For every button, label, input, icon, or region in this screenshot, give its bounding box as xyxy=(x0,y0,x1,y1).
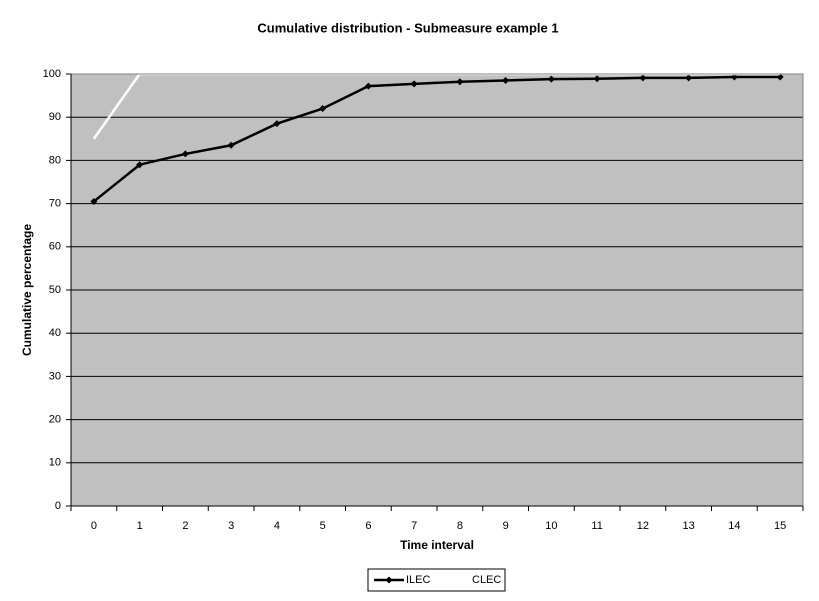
y-tick-label: 90 xyxy=(49,111,61,123)
y-tick-label: 50 xyxy=(49,284,61,296)
x-tick-label: 2 xyxy=(182,520,188,532)
y-tick-label: 80 xyxy=(49,154,61,166)
x-tick-label: 0 xyxy=(91,520,97,532)
legend-box xyxy=(367,568,506,592)
y-axis-title: Cumulative percentage xyxy=(20,224,34,356)
x-tick-label: 4 xyxy=(274,520,280,532)
x-tick-label: 3 xyxy=(228,520,234,532)
x-axis-title: Time interval xyxy=(400,538,474,552)
x-tick-label: 12 xyxy=(637,520,649,532)
marker xyxy=(502,76,510,84)
marker xyxy=(593,75,601,83)
x-tick-label: 9 xyxy=(503,520,509,532)
y-tick-label: 20 xyxy=(49,414,61,426)
x-tick-label: 8 xyxy=(457,520,463,532)
marker xyxy=(227,141,235,149)
marker xyxy=(685,74,693,82)
marker xyxy=(181,150,189,158)
series-group xyxy=(90,74,784,205)
y-tick-label: 30 xyxy=(49,370,61,382)
legend-label: ILEC xyxy=(406,574,431,586)
legend-label: CLEC xyxy=(472,574,501,586)
x-tick-label: 7 xyxy=(411,520,417,532)
x-tick-label: 15 xyxy=(774,520,786,532)
y-tick-label: 100 xyxy=(43,68,61,80)
x-tick-label: 14 xyxy=(728,520,740,532)
marker xyxy=(136,161,144,169)
x-tick-label: 5 xyxy=(320,520,326,532)
legend-marker xyxy=(385,576,393,584)
marker xyxy=(364,82,372,90)
y-tick-label: 10 xyxy=(49,457,61,469)
x-tick-label: 10 xyxy=(545,520,557,532)
marker xyxy=(776,74,784,81)
x-tick-label: 13 xyxy=(683,520,695,532)
marker xyxy=(639,74,647,82)
x-tick-label: 1 xyxy=(137,520,143,532)
y-tick-label: 70 xyxy=(49,198,61,210)
line-series xyxy=(93,75,781,203)
marker xyxy=(273,120,281,128)
y-tick-label: 40 xyxy=(49,327,61,339)
marker xyxy=(456,78,464,86)
y-tick-label: 0 xyxy=(55,500,61,512)
chart-title: Cumulative distribution - Submeasure exa… xyxy=(257,20,558,35)
y-tick-label: 60 xyxy=(49,241,61,253)
marker xyxy=(319,105,327,113)
marker xyxy=(410,80,418,88)
marker xyxy=(90,197,98,205)
marker xyxy=(547,75,555,83)
marker xyxy=(730,74,738,81)
x-tick-label: 6 xyxy=(365,520,371,532)
x-tick-label: 11 xyxy=(591,520,602,532)
